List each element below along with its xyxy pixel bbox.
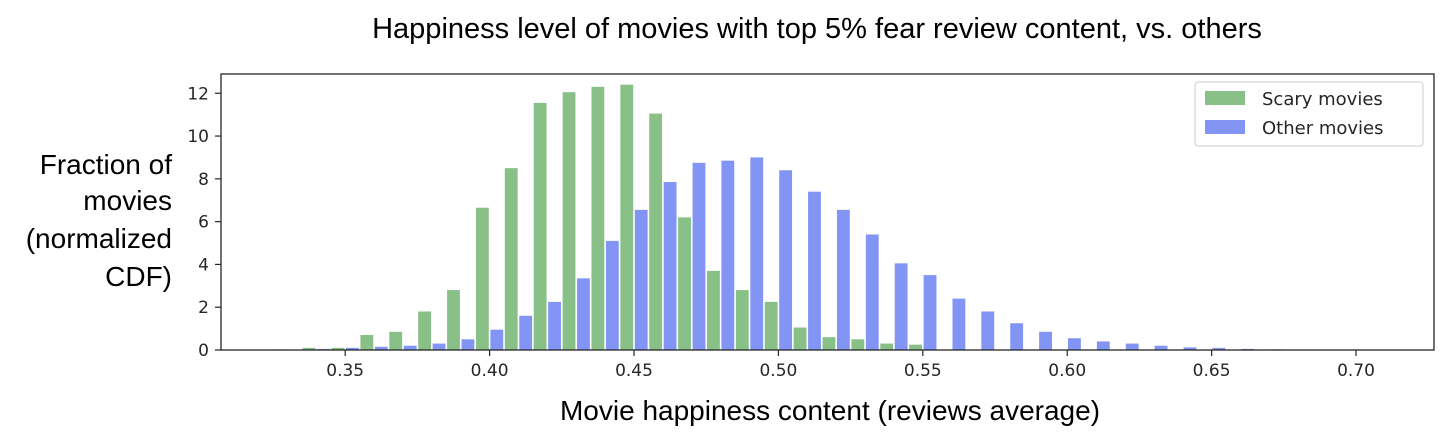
scary-bar [678, 217, 691, 350]
other-bar [692, 162, 706, 350]
x-tick-label: 0.40 [471, 361, 509, 381]
scary-bar [418, 311, 432, 350]
other-bar [1010, 323, 1024, 350]
other-bar [519, 315, 533, 350]
other-bar [403, 345, 417, 350]
legend-box [1194, 81, 1424, 147]
scary-bar [793, 327, 807, 350]
x-tick-label: 0.35 [326, 361, 364, 381]
other-bar [634, 209, 648, 350]
other-bar [952, 298, 966, 350]
other-bar [1183, 347, 1197, 350]
other-bar [981, 311, 995, 350]
y-axis-label-line: movies [83, 185, 172, 216]
scary-bar [591, 86, 605, 350]
x-tick-label: 0.70 [1337, 361, 1375, 381]
x-tick-label: 0.50 [759, 361, 797, 381]
x-axis-label: Movie happiness content (reviews average… [560, 395, 1100, 426]
other-bar [1096, 341, 1110, 350]
y-tick-label: 2 [198, 298, 209, 318]
other-bar [605, 240, 619, 350]
other-bar [923, 275, 937, 350]
scary-bar [822, 337, 836, 350]
other-bar [490, 329, 504, 350]
other-bar [1154, 345, 1168, 350]
scary-bar [302, 347, 316, 350]
plot-frame [220, 73, 1435, 351]
x-tick-label: 0.60 [1048, 361, 1086, 381]
y-axis-label-line: (normalized [26, 223, 172, 254]
scary-bar [562, 92, 576, 350]
other-bar [1212, 347, 1226, 350]
scary-bar [909, 344, 923, 350]
y-tick-label: 4 [198, 255, 209, 275]
other-bar [577, 278, 590, 350]
legend-label-other: Other movies [1262, 118, 1383, 139]
scary-bar [360, 335, 374, 350]
y-axis-label-line: CDF) [105, 261, 172, 292]
y-tick-label: 0 [198, 341, 209, 361]
y-tick-label: 12 [187, 84, 209, 104]
scary-bar [880, 343, 894, 350]
y-tick-label: 6 [198, 213, 209, 233]
other-bar [461, 339, 475, 350]
bars-layer [244, 84, 1399, 350]
other-bar [779, 170, 793, 350]
legend-swatch-other [1205, 120, 1245, 134]
scary-bar [649, 113, 663, 350]
scary-bar [620, 84, 634, 350]
scary-bar [764, 301, 778, 350]
other-bar [865, 234, 879, 350]
scary-bar [735, 290, 749, 350]
x-tick-label: 0.45 [615, 361, 653, 381]
scary-bar [447, 290, 460, 350]
ticks-layer: 0.35 0.40 0.45 0.50 0.55 0.60 0.65 0.70 0 2 4 6 8 10 1… [187, 84, 1375, 381]
legend-swatch-scary [1205, 91, 1245, 105]
other-bar [1125, 343, 1139, 350]
scary-bar [389, 331, 403, 350]
other-bar [721, 160, 735, 350]
other-bar [345, 347, 359, 350]
other-bar [750, 157, 764, 350]
other-bar [836, 209, 850, 350]
y-tick-label: 10 [187, 127, 209, 147]
scary-bar [475, 207, 489, 350]
other-bar [1068, 338, 1081, 350]
chart-title: Happiness level of movies with top 5% fe… [372, 13, 1262, 45]
x-tick-label: 0.55 [904, 361, 942, 381]
scary-bar [851, 339, 865, 350]
legend-label-scary: Scary movies [1262, 89, 1383, 110]
other-bar [374, 346, 388, 350]
other-bar [808, 191, 821, 350]
y-axis-label: Fraction of movies (normalized CDF) [26, 149, 172, 292]
x-tick-label: 0.65 [1193, 361, 1231, 381]
y-tick-label: 8 [198, 170, 209, 190]
other-bar [894, 263, 908, 350]
scary-bar [707, 270, 720, 350]
scary-bar [533, 102, 547, 350]
y-axis-label-line: Fraction of [40, 149, 172, 180]
legend: Scary movies Other movies [1194, 81, 1424, 147]
scary-bar [331, 347, 345, 350]
scary-bar [504, 168, 518, 350]
other-bar [432, 343, 446, 350]
other-bar [548, 301, 561, 350]
other-bar [663, 182, 677, 350]
other-bar [1039, 331, 1052, 350]
